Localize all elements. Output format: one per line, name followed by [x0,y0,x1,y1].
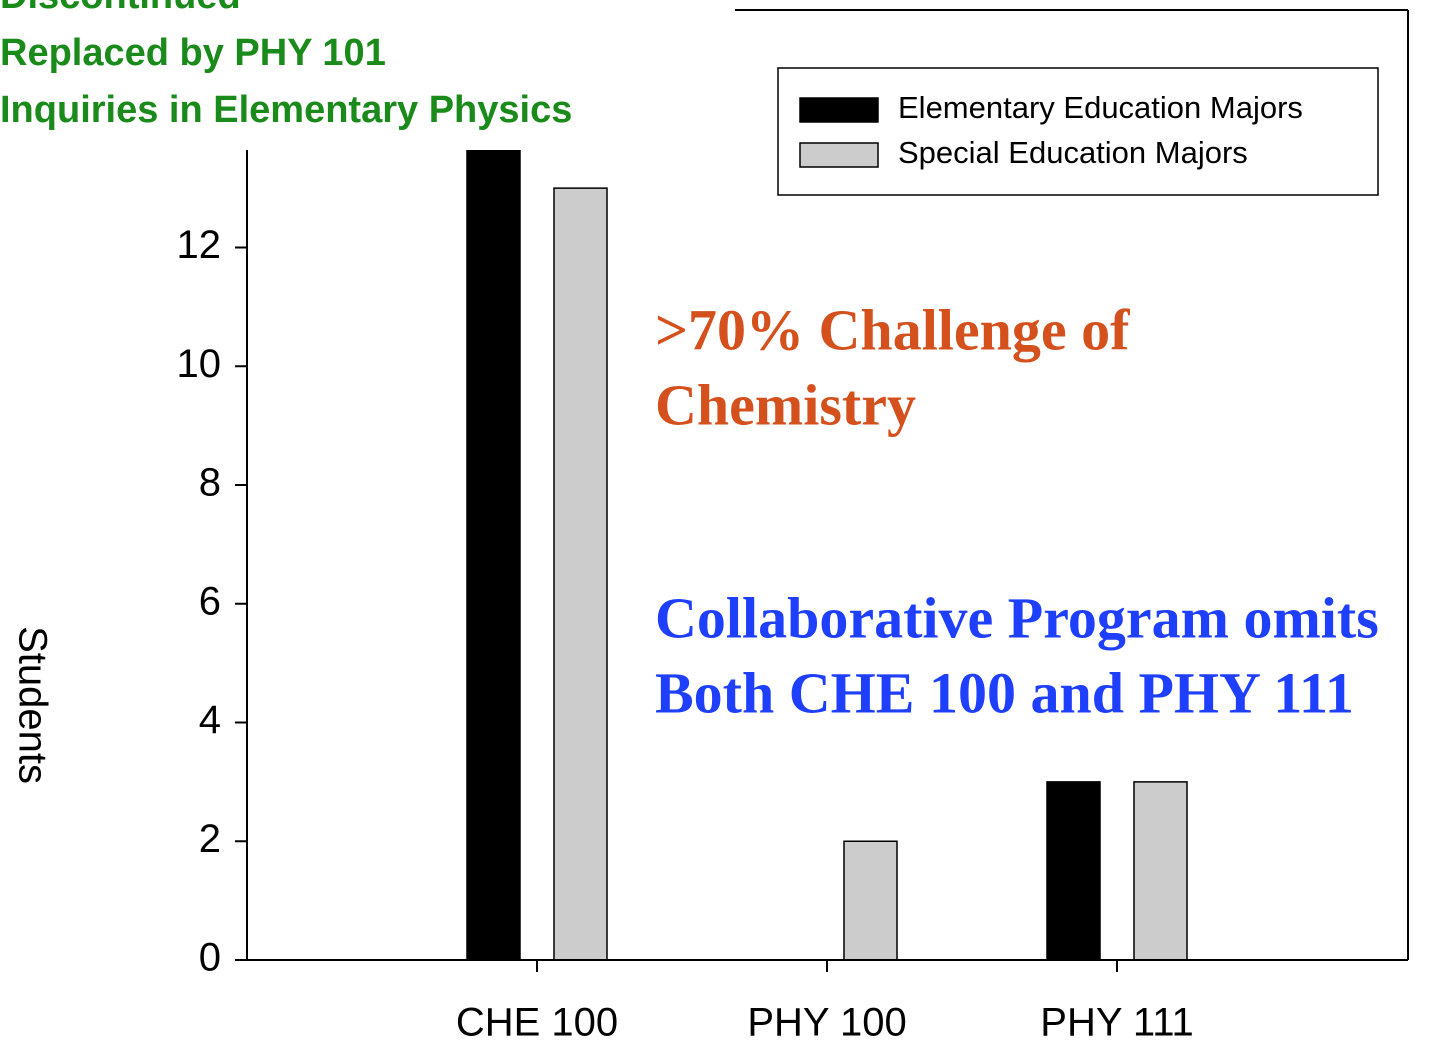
y-axis-label: Students [10,626,54,784]
y-tick-label: 12 [177,223,222,267]
x-tick-label: CHE 100 [456,1001,618,1044]
annotation: Chemistry [655,372,916,437]
bar [1133,781,1188,961]
header-line: Inquiries in Elementary Physics [0,89,572,131]
annotation: >70% Challenge of [655,297,1130,362]
legend-label: Elementary Education Majors [898,90,1303,125]
bar [553,187,608,961]
header-line: Replaced by PHY 101 [0,32,386,74]
y-tick-label: 6 [199,579,221,623]
legend-box [777,67,1379,196]
bar [843,840,898,961]
annotation: Both CHE 100 and PHY 111 [655,660,1354,725]
y-tick-label: 8 [199,461,221,505]
bar [1046,781,1101,961]
bar [466,128,521,961]
y-tick-label: 0 [199,936,221,980]
x-tick-label: PHY 111 [1040,1001,1193,1044]
header-line: Discontinued [0,0,241,17]
header-bg [0,0,735,150]
y-tick-label: 2 [199,817,221,861]
legend-label: Special Education Majors [898,135,1248,170]
annotation: Collaborative Program omits [655,585,1379,650]
legend-swatch [799,142,879,168]
x-tick-label: PHY 100 [747,1001,906,1044]
y-tick-label: 4 [199,698,221,742]
y-tick-label: 10 [177,342,222,386]
legend-swatch [799,97,879,123]
